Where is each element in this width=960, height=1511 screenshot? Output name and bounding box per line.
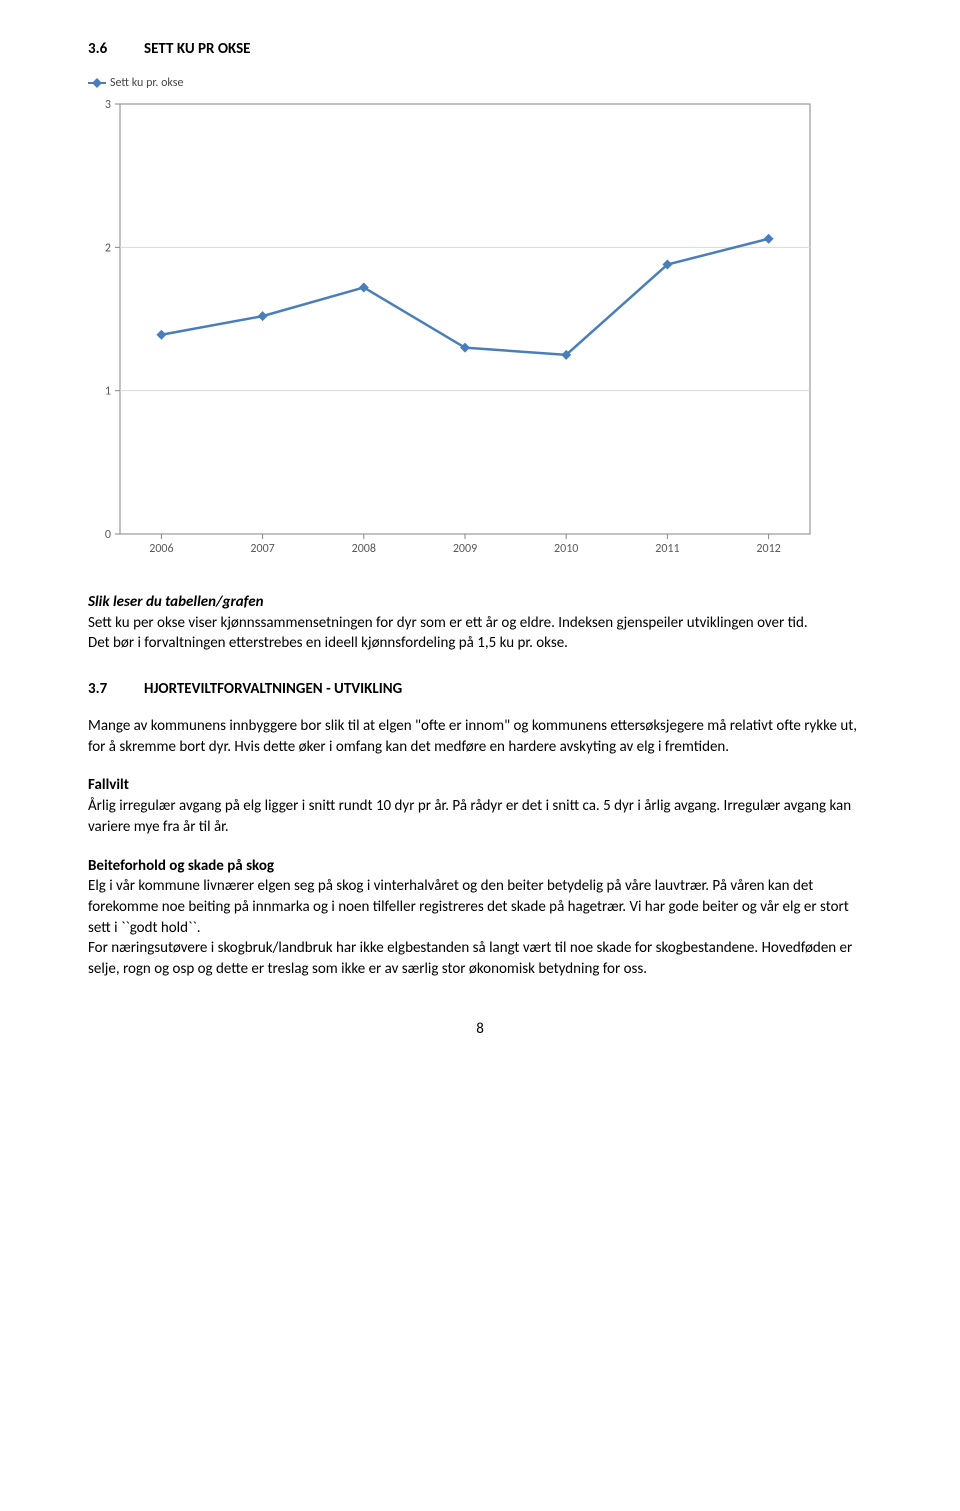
- fallvilt-heading: Fallvilt: [88, 776, 129, 794]
- svg-text:1: 1: [105, 385, 111, 399]
- reading-guide-block: Slik leser du tabellen/grafen Sett ku pe…: [88, 592, 872, 654]
- svg-text:2011: 2011: [655, 542, 679, 556]
- svg-text:2009: 2009: [453, 542, 477, 556]
- svg-text:2008: 2008: [352, 542, 376, 556]
- reading-guide-line1: Sett ku per okse viser kjønnssammensetni…: [88, 614, 808, 632]
- chart-legend: Sett ku pr. okse: [88, 76, 872, 90]
- section-3-6-title: SETT KU PR OKSE: [144, 40, 251, 58]
- svg-text:3: 3: [105, 98, 111, 112]
- beite-para2: For næringsutøvere i skogbruk/landbruk h…: [88, 939, 852, 978]
- section-3-7-title: HJORTEVILTFORVALTNINGEN - UTVIKLING: [144, 680, 402, 698]
- section-3-7-para: Mange av kommunens innbyggere bor slik t…: [88, 716, 872, 757]
- page-number: 8: [88, 1020, 872, 1038]
- reading-guide-line2: Det bør i forvaltningen etterstrebes en …: [88, 634, 568, 652]
- beite-block: Beiteforhold og skade på skog Elg i vår …: [88, 856, 872, 980]
- chart-container: 0 1 2 3 2006 2007 2008 2009 2010 2011 2012: [88, 96, 872, 564]
- svg-text:0: 0: [105, 528, 111, 542]
- svg-text:2007: 2007: [250, 542, 274, 556]
- fallvilt-para: Årlig irregulær avgang på elg ligger i s…: [88, 797, 851, 836]
- line-chart: 0 1 2 3 2006 2007 2008 2009 2010 2011 2012: [88, 96, 848, 564]
- section-3-7-heading: 3.7HJORTEVILTFORVALTNINGEN - UTVIKLING: [88, 680, 872, 698]
- beite-heading: Beiteforhold og skade på skog: [88, 857, 274, 875]
- legend-label: Sett ku pr. okse: [110, 76, 183, 90]
- svg-text:2010: 2010: [554, 542, 578, 556]
- svg-text:2006: 2006: [149, 542, 173, 556]
- reading-guide-heading: Slik leser du tabellen/grafen: [88, 593, 264, 611]
- section-3-6-num: 3.6: [88, 40, 144, 58]
- fallvilt-block: Fallvilt Årlig irregulær avgang på elg l…: [88, 775, 872, 837]
- section-3-7-num: 3.7: [88, 680, 144, 698]
- legend-marker-icon: [88, 82, 106, 84]
- beite-para1: Elg i vår kommune livnærer elgen seg på …: [88, 877, 849, 936]
- section-3-6-heading: 3.6SETT KU PR OKSE: [88, 40, 872, 58]
- svg-text:2012: 2012: [756, 542, 780, 556]
- svg-text:2: 2: [105, 241, 111, 255]
